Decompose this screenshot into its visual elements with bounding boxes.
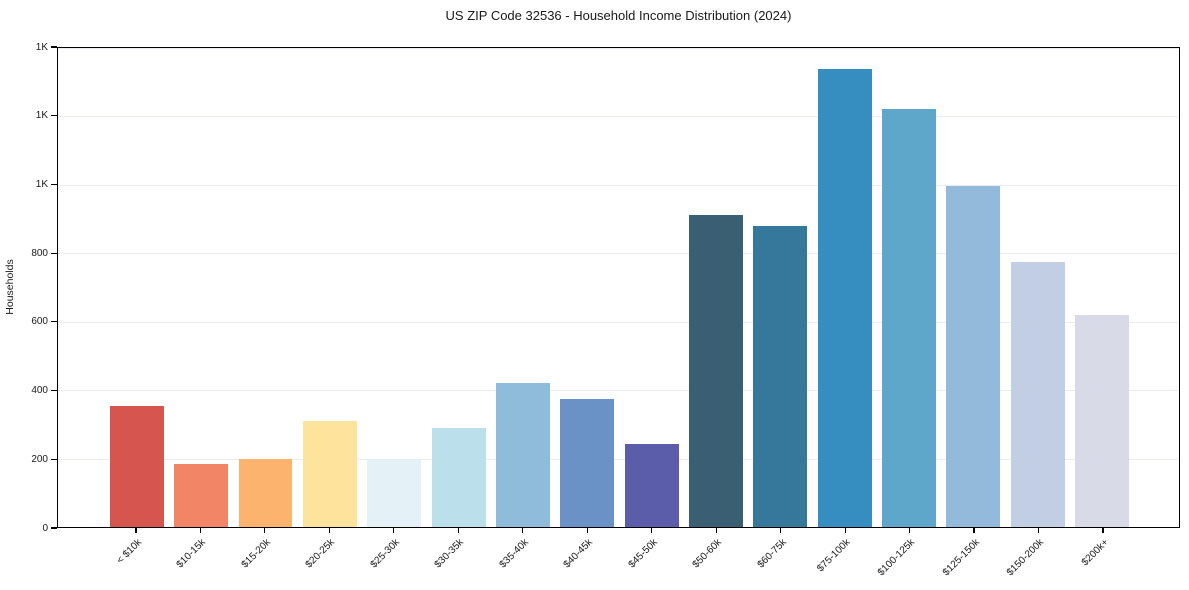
x-tick-label-text: $10-15k [174,537,209,571]
x-tick-label-text: $150-200k [1005,537,1047,579]
y-tick-label: 1K [35,178,48,190]
x-tick-label-text: $75-100k [815,537,853,575]
gridline-600 [58,321,1179,323]
gridline-400 [58,390,1179,392]
y-tick-label: 1K [35,110,48,122]
x-tick-mark [909,528,911,533]
x-tick-mark [199,528,201,533]
bar-75-100k [817,69,872,527]
x-tick-label-text: $45-50k [626,537,660,571]
y-axis-label-text: Households [4,259,16,315]
x-tick-label-text: $30-35k [432,537,467,571]
bar-40-45k [560,399,615,527]
bar-125-150k [946,185,1001,527]
bar-100-125k [882,109,937,527]
x-tick-label-text: $15-20k [239,537,273,571]
x-tick-label-text: $125-150k [940,537,982,579]
x-tick-mark [393,528,395,533]
y-tick-mark [51,458,57,460]
bar-35-40k [495,382,550,527]
bar-30-35k [431,428,486,527]
x-tick-mark [135,528,137,533]
chart-title: US ZIP Code 32536 - Household Income Dis… [445,8,792,23]
bar-45-50k [624,444,679,527]
bar-25-30k [367,458,422,527]
y-tick-mark [51,46,57,48]
bar-200k [1075,314,1130,527]
bar-60-75k [753,225,808,527]
x-tick-label-text: $60-75k [755,537,789,571]
x-tick-label-text: $100-125k [876,537,918,579]
x-tick-label-text: < $10k [114,537,144,567]
y-tick-label: 600 [31,316,48,328]
x-tick-mark [586,528,588,533]
x-tick-mark [844,528,846,533]
y-tick-label: 1K [35,41,48,53]
gridline-800 [58,253,1179,255]
bar-15-20k [238,458,293,527]
y-tick-label: 200 [31,453,48,465]
gridline-200 [58,458,1179,460]
bar-10-15k [174,463,229,527]
y-tick-mark [51,527,57,529]
x-tick-mark [1102,528,1104,533]
y-tick-mark [51,252,57,254]
y-tick-label: 400 [31,385,48,397]
x-tick-label-text: $50-60k [690,537,724,571]
gridline-1000 [58,184,1179,186]
x-tick-mark [651,528,653,533]
y-tick-mark [51,389,57,392]
x-tick-mark [780,528,782,533]
x-tick-label-text: $200k+ [1079,537,1111,569]
x-tick-label-text: $20-25k [303,537,338,571]
x-tick-mark [328,528,330,533]
x-tick-mark [715,528,717,533]
x-tick-mark [973,528,975,533]
y-tick-label: 0 [42,522,48,534]
bar-20-25k [302,421,357,527]
x-tick-label-text: $40-45k [561,537,596,571]
y-tick-mark [51,183,57,186]
gridline-1200 [58,116,1179,118]
gridline-1400 [58,48,1179,49]
bar-50-60k [689,214,743,527]
x-tick-label-text: $25-30k [368,537,402,571]
x-tick-mark [457,528,459,533]
y-tick-mark [51,321,57,323]
bar-10k [109,405,164,527]
x-tick-mark [522,528,524,533]
x-tick-mark [1037,528,1040,533]
bar-150-200k [1010,261,1065,527]
plot-area [57,47,1180,528]
x-tick-label-text: $35-40k [497,537,531,571]
x-tick-mark [264,528,266,533]
y-tick-label: 800 [31,247,48,259]
y-tick-mark [51,115,57,117]
